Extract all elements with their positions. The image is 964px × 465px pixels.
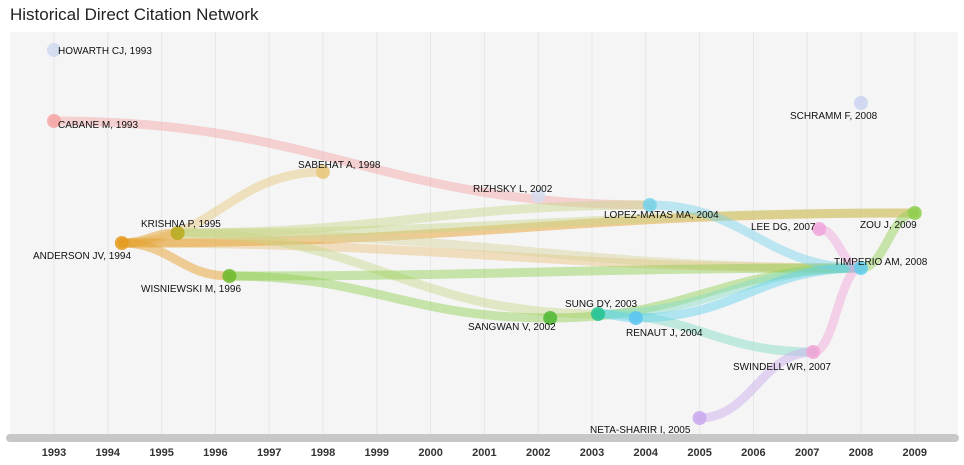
timeline-bar	[6, 434, 959, 442]
node-label-lopez: LOPEZ-MATAS MA, 2004	[604, 210, 719, 221]
node-cabane[interactable]	[47, 114, 61, 128]
node-leedg[interactable]	[812, 222, 827, 236]
node-label-sangwan: SANGWAN V, 2002	[468, 322, 556, 333]
node-label-swindell: SWINDELL WR, 2007	[733, 362, 831, 373]
year-label-1994: 1994	[96, 447, 121, 459]
edge-timperio-zouj	[856, 208, 920, 273]
node-swindell[interactable]	[806, 345, 821, 359]
year-label-2002: 2002	[526, 447, 550, 459]
edge-swindell-timperio	[808, 263, 866, 357]
node-zouj[interactable]	[907, 206, 922, 220]
year-label-2008: 2008	[849, 447, 873, 459]
edge-anderson-timperio	[117, 238, 866, 273]
edge-neta-swindell	[695, 347, 818, 423]
node-howarth[interactable]	[47, 43, 61, 57]
edge-krishna-timperio	[173, 228, 866, 273]
year-label-1996: 1996	[203, 447, 227, 459]
node-label-cabane: CABANE M, 1993	[58, 120, 138, 131]
node-rizhsky[interactable]	[531, 189, 546, 203]
paper-labels: HOWARTH CJ, 1993 CABANE M, 1993 SABEHAT A,…	[33, 46, 928, 436]
edge-krishna-lopez	[173, 200, 655, 238]
node-label-rizhsky: RIZHSKY L, 2002	[473, 184, 553, 195]
year-gridlines	[53, 32, 916, 434]
year-label-2004: 2004	[634, 447, 659, 459]
node-renaut[interactable]	[628, 311, 643, 325]
node-anderson[interactable]	[114, 236, 129, 250]
edge-wisniewski-timperio	[224, 263, 866, 281]
node-label-schramm: SCHRAMM F, 2008	[790, 111, 878, 122]
year-label-2006: 2006	[741, 447, 765, 459]
node-label-sabehat: SABEHAT A, 1998	[298, 160, 381, 171]
node-sungdy[interactable]	[591, 307, 605, 321]
node-label-anderson: ANDERSON JV, 1994	[33, 251, 131, 262]
node-label-sungdy: SUNG DY, 2003	[565, 299, 638, 310]
node-krishna[interactable]	[170, 226, 185, 240]
node-label-krishna: KRISHNA P, 1995	[141, 219, 221, 230]
node-label-howarth: HOWARTH CJ, 1993	[58, 46, 152, 57]
node-wisniewski[interactable]	[222, 269, 237, 283]
edge-wisniewski-sangwan	[224, 271, 555, 323]
year-axis: 1993 1994 1995 1996 1997 1998 1999 2000 2001 2002…	[42, 447, 927, 459]
node-neta[interactable]	[692, 411, 707, 425]
paper-nodes	[47, 43, 922, 425]
citation-edges	[49, 116, 920, 423]
year-label-1997: 1997	[257, 447, 281, 459]
year-label-1995: 1995	[149, 447, 173, 459]
year-label-2003: 2003	[580, 447, 604, 459]
node-lopez[interactable]	[642, 198, 657, 212]
year-label-1998: 1998	[311, 447, 335, 459]
year-label-2005: 2005	[687, 447, 711, 459]
page-title: Historical Direct Citation Network	[10, 5, 259, 24]
year-label-2000: 2000	[418, 447, 442, 459]
year-label-1993: 1993	[42, 447, 66, 459]
edge-lopez-timperio	[645, 200, 866, 273]
node-label-neta: NETA-SHARIR I, 2005	[590, 425, 691, 436]
year-label-2001: 2001	[472, 447, 496, 459]
node-timperio[interactable]	[854, 261, 868, 275]
edge-anderson-zouj	[117, 208, 920, 248]
edge-krishna-zouj	[173, 208, 920, 238]
node-label-renaut: RENAUT J, 2004	[626, 328, 703, 339]
node-label-wisniewski: WISNIEWSKI M, 1996	[141, 284, 241, 295]
node-label-zouj: ZOU J, 2009	[860, 220, 917, 231]
node-sabehat[interactable]	[316, 165, 330, 179]
year-label-2007: 2007	[795, 447, 819, 459]
edge-renaut-timperio	[631, 263, 866, 323]
edge-krishna-sungdy	[173, 228, 603, 319]
edge-anderson-wisniewski	[117, 238, 234, 281]
edge-sungdy-timperio	[593, 263, 866, 319]
year-label-1999: 1999	[365, 447, 389, 459]
edge-cabane-lopez	[49, 116, 655, 210]
node-sangwan[interactable]	[543, 311, 558, 325]
node-label-timperio: TIMPERIO AM, 2008	[834, 257, 928, 268]
node-schramm[interactable]	[854, 96, 868, 110]
node-label-leedg: LEE DG, 2007	[751, 222, 816, 233]
edge-anderson-sabehat	[117, 167, 328, 248]
year-label-2009: 2009	[903, 447, 927, 459]
